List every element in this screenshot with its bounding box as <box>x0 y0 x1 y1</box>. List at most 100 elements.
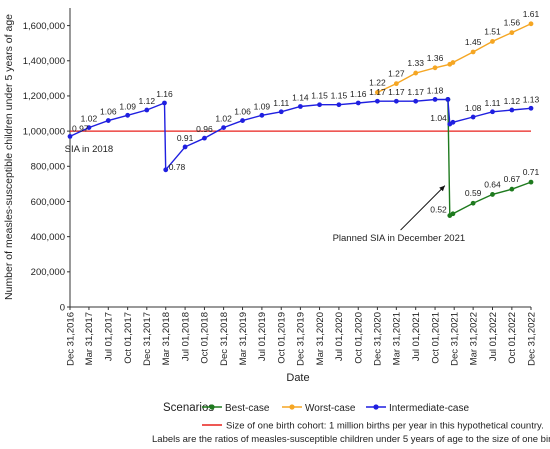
data-point-best-case <box>470 200 476 206</box>
x-tick-label: Mar 31,2022 <box>468 312 479 365</box>
data-label-intermediate-case: 1.08 <box>465 103 482 113</box>
x-tick-label: Mar 31,2017 <box>84 312 95 365</box>
x-tick-label: Oct 01,2022 <box>507 312 518 364</box>
annotation-planned-sia: Planned SIA in December 2021 <box>333 233 466 244</box>
data-label-intermediate-case: 1.18 <box>427 85 444 95</box>
data-point-intermediate-case <box>162 100 167 106</box>
annotation-arrowhead <box>439 185 445 192</box>
data-point-best-case <box>450 211 456 217</box>
data-label-intermediate-case: 1.09 <box>119 101 136 111</box>
data-point-intermediate-case <box>490 109 495 115</box>
legend-entry-best: Best-case <box>202 403 270 414</box>
x-tick-label: Dec 31,2022 <box>526 312 537 366</box>
data-point-worst-case <box>470 49 476 55</box>
data-point-intermediate-case <box>509 107 515 113</box>
legend-entry-intermediate: Intermediate-case <box>366 403 469 414</box>
data-label-best-case: 0.67 <box>504 174 521 184</box>
data-label-intermediate-case: 0.91 <box>177 133 194 143</box>
data-label-intermediate-case: 1.15 <box>311 91 328 101</box>
data-point-worst-case <box>432 65 438 71</box>
annotation-arrow <box>400 185 446 231</box>
x-tick-label: Mar 31,2021 <box>392 312 403 365</box>
y-tick-label: 400,000 <box>31 232 65 243</box>
data-label-intermediate-case: 1.04 <box>430 113 447 123</box>
data-label-best-case: 0.52 <box>430 205 447 215</box>
legend-label-worst: Worst-case <box>305 403 356 414</box>
data-label-best-case: 0.71 <box>523 167 540 177</box>
y-tick-label: 600,000 <box>31 197 65 208</box>
data-label-intermediate-case: 1.02 <box>215 114 232 124</box>
legend-entry-worst: Worst-case <box>282 403 356 414</box>
x-tick-label: Mar 31,2018 <box>161 312 172 365</box>
data-point-intermediate-case <box>202 135 207 141</box>
y-axis-title: Number of measles-susceptible children u… <box>3 14 15 300</box>
data-point-intermediate-case <box>470 114 476 120</box>
data-label-worst-case: 1.51 <box>484 26 501 36</box>
data-point-intermediate-case <box>450 119 456 125</box>
data-label-worst-case: 1.45 <box>465 37 482 47</box>
data-label-intermediate-case: 1.16 <box>350 89 367 99</box>
x-tick-label: Jul 01,2018 <box>180 312 191 361</box>
data-point-worst-case <box>375 90 380 95</box>
data-point-intermediate-case <box>221 125 226 130</box>
data-label-worst-case: 1.27 <box>388 69 405 79</box>
data-label-worst-case: 1.22 <box>369 77 386 87</box>
data-label-intermediate-case: 1.06 <box>234 107 251 117</box>
data-label-intermediate-case: 1.17 <box>407 87 424 97</box>
data-label-worst-case: 1.36 <box>427 53 444 63</box>
data-label-intermediate-case: 1.15 <box>331 91 348 101</box>
data-point-intermediate-case <box>144 107 150 113</box>
data-label-intermediate-case: 1.17 <box>388 87 405 97</box>
legend-label-intermediate: Intermediate-case <box>389 403 469 414</box>
data-point-intermediate-case <box>163 167 169 173</box>
data-label-intermediate-case: 0.78 <box>169 162 186 172</box>
legend-entry-reference: Size of one birth cohort: 1 million birt… <box>202 421 544 432</box>
data-point-worst-case <box>528 21 534 27</box>
x-tick-label: Dec 31,2020 <box>373 312 384 366</box>
series-line-intermediate-case <box>69 98 532 172</box>
data-label-intermediate-case: 1.11 <box>273 98 289 108</box>
data-point-worst-case <box>509 30 515 36</box>
x-tick-label: Dec 31,2019 <box>296 312 307 366</box>
annotation-sia-2018: SIA in 2018 <box>65 144 114 155</box>
series-line-worst-case <box>377 23 532 94</box>
data-point-intermediate-case <box>259 112 265 118</box>
data-point-intermediate-case <box>528 105 534 111</box>
x-tick-label: Dec 31,2016 <box>65 312 76 366</box>
x-tick-label: Oct 01,2019 <box>277 312 288 364</box>
x-tick-label: Oct 01,2018 <box>200 312 211 364</box>
data-label-best-case: 0.59 <box>465 188 482 198</box>
y-tick-label: 1,200,000 <box>23 91 65 102</box>
data-label-intermediate-case: 1.13 <box>523 94 540 104</box>
data-point-intermediate-case <box>125 112 131 118</box>
legend: Scenarios Best-case Worst-case Intermedi… <box>152 402 550 445</box>
data-label-intermediate-case: 1.09 <box>254 101 271 111</box>
data-point-intermediate-case <box>105 118 111 123</box>
y-tick-label: 0 <box>60 302 65 313</box>
x-tick-label: Jul 01,2017 <box>104 312 115 361</box>
data-label-worst-case: 1.56 <box>504 18 521 28</box>
x-tick-label: Jul 01,2019 <box>257 312 268 361</box>
x-tick-label: Jul 01,2022 <box>488 312 499 361</box>
data-point-intermediate-case <box>240 118 245 123</box>
data-label-intermediate-case: 0.96 <box>196 124 213 134</box>
legend-label-best: Best-case <box>225 403 270 414</box>
x-tick-label: Jul 01,2020 <box>334 312 345 361</box>
y-tick-label: 200,000 <box>31 267 65 278</box>
y-tick-label: 1,000,000 <box>23 126 65 137</box>
data-point-best-case <box>509 186 515 192</box>
x-tick-label: Mar 31,2019 <box>238 312 249 365</box>
data-point-worst-case <box>413 70 419 76</box>
x-tick-label: Oct 01,2017 <box>123 312 134 364</box>
data-label-intermediate-case: 1.06 <box>100 107 117 117</box>
data-point-intermediate-case <box>393 98 399 104</box>
x-tick-label: Dec 31,2018 <box>219 312 230 366</box>
data-point-best-case <box>528 179 534 185</box>
data-point-intermediate-case <box>182 144 188 150</box>
data-point-intermediate-case <box>375 98 380 104</box>
data-point-worst-case <box>393 81 399 87</box>
data-point-worst-case <box>490 39 495 44</box>
data-point-worst-case <box>450 60 456 65</box>
legend-label-reference: Size of one birth cohort: 1 million birt… <box>226 421 544 432</box>
